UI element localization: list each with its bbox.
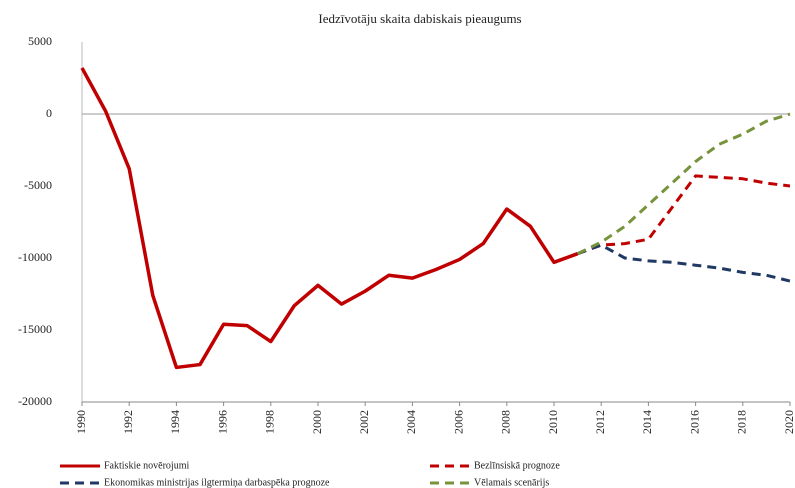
line-series [80,67,579,370]
legend-label: Vēlamais scenārijs [474,477,549,488]
x-tick-label: 1998 [263,410,277,434]
x-tick-label: 2008 [499,410,513,434]
y-tick-label: -20000 [18,394,52,408]
x-tick-label: 1994 [168,410,182,434]
legend-label: Ekonomikas ministrijas ilgtermiņa darbas… [104,477,330,488]
line-series [577,243,791,283]
x-tick-label: 2014 [640,410,654,434]
x-tick-label: 1996 [215,410,229,434]
x-tick-label: 1992 [121,410,135,434]
x-tick-label: 2012 [593,410,607,434]
line-series [577,174,791,256]
x-tick-label: 2020 [782,410,795,434]
x-tick-label: 2000 [310,410,324,434]
x-tick-label: 2010 [546,410,560,434]
legend-label: Bezlīnsiskā prognoze [474,460,560,471]
legend-label: Faktiskie novērojumi [104,460,189,471]
x-tick-label: 2004 [404,410,418,434]
y-tick-label: 5000 [28,34,52,48]
x-tick-label: 2018 [735,410,749,434]
x-tick-label: 2002 [357,410,371,434]
y-tick-label: -5000 [24,178,52,192]
y-tick-label: -15000 [18,322,52,336]
y-tick-label: 0 [46,106,52,120]
chart-title: Iedzīvotāju skaita dabiskais pieaugums [318,11,521,26]
x-tick-label: 2016 [687,410,701,434]
x-tick-label: 1990 [74,410,88,434]
line-series [576,112,791,256]
x-tick-label: 2006 [451,410,465,434]
y-tick-label: -10000 [18,250,52,264]
